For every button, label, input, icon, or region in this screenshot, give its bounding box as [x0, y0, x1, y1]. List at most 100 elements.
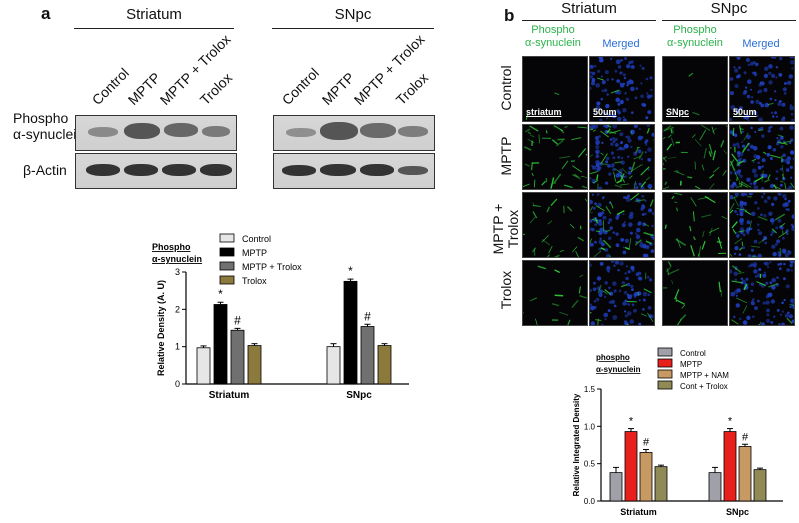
channel-label-merged: Merged — [602, 38, 640, 50]
micrograph: striatum — [522, 56, 588, 122]
micrograph — [729, 260, 795, 326]
row-label-actin: β-Actin — [23, 162, 67, 178]
lane-label: Trolox — [196, 69, 236, 108]
scale-bar-label: 50um — [593, 107, 617, 117]
micrograph — [729, 192, 795, 258]
bar — [639, 452, 653, 502]
significance-mark: * — [218, 287, 223, 301]
y-tick-label: 1.0 — [584, 422, 596, 431]
y-axis-label: Relative Density (A. U) — [156, 280, 166, 376]
bar — [753, 469, 767, 502]
legend-label: MPTP — [680, 360, 702, 369]
blot-snpc-phospho — [273, 115, 435, 151]
legend-swatch — [219, 247, 235, 257]
bar — [196, 347, 211, 385]
micrograph — [662, 124, 728, 190]
y-tick-label: 0 — [175, 379, 180, 389]
y-tick-label: 2 — [175, 304, 180, 314]
scale-bar-label: striatum — [526, 107, 562, 117]
micrograph — [729, 124, 795, 190]
chart-title: α-synuclein — [152, 254, 202, 264]
micrograph — [589, 260, 655, 326]
micrograph: SNpc — [662, 56, 728, 122]
channel-label-phospho: Phospho α-synuclein — [525, 24, 581, 49]
bar — [247, 345, 262, 385]
legend-label: MPTP + NAM — [680, 371, 729, 380]
y-tick-label: 0.5 — [584, 460, 596, 469]
row-label-phospho: Phospho α-synuclein — [13, 110, 85, 142]
channel-label-phospho: Phospho α-synuclein — [667, 24, 723, 49]
bar — [377, 345, 392, 385]
channel-label-merged: Merged — [742, 38, 780, 50]
y-tick-label: 0.0 — [584, 497, 596, 506]
micrograph — [589, 124, 655, 190]
bar — [360, 326, 375, 385]
micro-row-label: MPTP + Trolox — [490, 203, 521, 255]
panel-b-group-snpc: SNpc — [710, 0, 748, 17]
chart-title: α-synuclein — [596, 365, 641, 374]
x-category-label: SNpc — [726, 507, 749, 517]
y-tick-label: 1 — [175, 342, 180, 352]
bar — [708, 472, 722, 502]
panel-b-group-striatum: Striatum — [561, 0, 617, 17]
micro-row-label: MPTP — [498, 136, 514, 176]
blot-snpc-actin — [273, 153, 435, 189]
x-category-label: Striatum — [620, 507, 657, 517]
micrograph — [522, 124, 588, 190]
legend-swatch — [657, 347, 673, 357]
scale-bar-label: SNpc — [666, 107, 690, 117]
panel-a-letter: a — [41, 4, 51, 23]
panel-a-snpc-line — [272, 28, 434, 29]
lane-label: Trolox — [392, 69, 432, 108]
legend-swatch — [219, 261, 235, 271]
micrograph — [589, 192, 655, 258]
legend-label: Control — [680, 349, 706, 358]
bar — [326, 346, 341, 385]
x-category-label: SNpc — [346, 390, 372, 401]
legend-swatch — [657, 369, 673, 379]
chart-a: 0 1 2 3 Relative Density (A. U) * # Striatum * # S… — [152, 233, 409, 401]
panel-b-letter: b — [504, 6, 515, 25]
micrograph — [522, 260, 588, 326]
panel-a-group-striatum: Striatum — [126, 6, 182, 23]
bar — [654, 466, 668, 502]
significance-mark: # — [364, 309, 371, 323]
y-tick-label: 3 — [175, 267, 180, 277]
significance-mark: * — [728, 416, 733, 428]
bar — [609, 472, 623, 502]
y-axis-label: Relative Integrated Density — [572, 393, 581, 496]
panel-b-snpc-line — [662, 20, 796, 21]
lane-label: MPTP — [318, 69, 358, 108]
y-tick-label: 1.5 — [584, 385, 596, 394]
panel-b-striatum-line — [522, 20, 656, 21]
micrograph — [522, 192, 588, 258]
micro-row-label: Trolox — [498, 270, 514, 310]
micrograph: 50um — [729, 56, 795, 122]
legend-label: Control — [242, 234, 271, 244]
legend-label: Cont + Trolox — [680, 382, 728, 391]
bar — [624, 431, 638, 502]
legend-label: MPTP — [242, 248, 267, 258]
panel-a-striatum-line — [74, 28, 234, 29]
lane-label: Control — [278, 64, 322, 108]
bar — [230, 329, 245, 385]
significance-mark: * — [348, 264, 353, 278]
bar — [738, 446, 752, 502]
bar — [343, 280, 358, 385]
significance-mark: # — [643, 436, 650, 448]
bar — [723, 431, 737, 502]
chart-title: Phospho — [152, 242, 191, 252]
x-category-label: Striatum — [209, 390, 250, 401]
significance-mark: * — [629, 416, 634, 428]
legend-label: Trolox — [242, 276, 267, 286]
blot-striatum-actin — [75, 153, 237, 189]
significance-mark: # — [234, 313, 241, 327]
scale-bar-label: 50um — [733, 107, 757, 117]
legend-swatch — [219, 233, 235, 243]
legend-label: MPTP + Trolox — [242, 262, 302, 272]
micrograph: 50um — [589, 56, 655, 122]
panel-a-group-snpc: SNpc — [334, 6, 372, 23]
bar — [213, 304, 228, 385]
lane-label: Control — [88, 64, 132, 108]
